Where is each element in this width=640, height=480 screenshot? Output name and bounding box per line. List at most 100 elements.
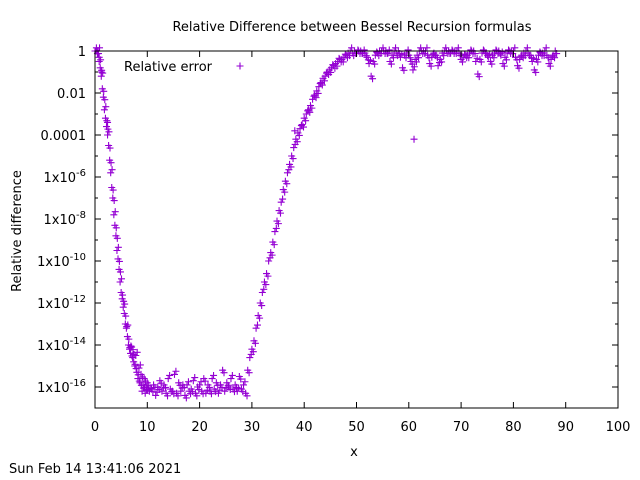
data-point <box>262 281 270 289</box>
data-point <box>237 375 245 383</box>
y-axis-label: Relative difference <box>10 170 25 292</box>
x-tick-label: 100 <box>606 420 631 435</box>
data-point <box>106 144 114 152</box>
data-point-outlier <box>104 118 112 126</box>
x-tick-label: 90 <box>557 420 574 435</box>
data-point <box>389 54 397 62</box>
data-point <box>440 52 448 60</box>
data-point <box>309 95 317 103</box>
data-point <box>214 389 222 397</box>
data-point <box>318 81 326 89</box>
data-point <box>111 208 119 216</box>
data-point <box>116 268 124 276</box>
chart-title: Relative Difference between Bessel Recur… <box>172 20 531 35</box>
data-point <box>360 46 368 54</box>
data-point <box>434 62 442 70</box>
data-point <box>497 51 505 59</box>
data-point <box>113 247 121 254</box>
data-point <box>264 272 272 280</box>
data-point <box>406 54 414 62</box>
data-point <box>104 131 112 139</box>
y-tick-label: 1x10-16 <box>37 378 86 396</box>
data-point <box>290 144 298 152</box>
y-tick-label: 1x10-6 <box>44 168 87 186</box>
data-point <box>136 361 144 369</box>
data-point <box>321 72 329 80</box>
data-point <box>115 257 123 265</box>
data-point <box>459 58 466 66</box>
data-point <box>166 371 174 379</box>
data-point <box>107 159 115 167</box>
data-point <box>454 44 462 52</box>
data-point <box>174 392 182 400</box>
data-point <box>124 321 132 329</box>
data-point <box>293 138 301 146</box>
data-point <box>109 186 117 194</box>
y-tick-label: 1x10-10 <box>37 252 86 270</box>
data-point <box>546 62 554 70</box>
data-point <box>122 324 130 332</box>
data-point <box>241 378 249 386</box>
data-point <box>125 335 133 343</box>
data-point <box>287 163 295 171</box>
data-point <box>161 383 169 391</box>
data-point <box>99 69 107 77</box>
plot-frame <box>94 50 619 409</box>
data-point <box>205 383 213 391</box>
x-tick-label: 60 <box>401 420 418 435</box>
data-point <box>312 94 320 102</box>
y-tick-label: 0.01 <box>57 87 86 102</box>
data-point <box>258 302 266 310</box>
legend: Relative error <box>124 60 244 75</box>
data-point-outlier <box>410 135 418 143</box>
data-point <box>210 371 218 379</box>
data-point <box>135 364 143 372</box>
data-point <box>177 387 185 395</box>
data-point <box>100 87 108 95</box>
x-ticks: 0 10 20 30 40 50 60 70 80 90 100 <box>91 51 631 435</box>
data-point <box>283 180 291 188</box>
data-point-outlier <box>95 58 103 65</box>
data-point <box>118 275 126 283</box>
data-point <box>103 117 111 125</box>
x-tick-label: 10 <box>139 420 156 435</box>
data-point <box>296 125 304 133</box>
data-point <box>369 75 377 83</box>
data-point <box>253 321 261 329</box>
data-point <box>196 381 204 389</box>
data-point <box>490 54 498 62</box>
data-point <box>409 66 417 74</box>
axes <box>94 50 619 409</box>
x-tick-label: 30 <box>244 420 261 435</box>
data-point <box>252 324 260 332</box>
data-point-outlier <box>291 127 299 135</box>
data-point <box>138 373 146 381</box>
data-point <box>306 108 314 116</box>
data-point <box>502 56 510 64</box>
x-tick-label: 50 <box>348 420 365 435</box>
x-tick-label: 40 <box>296 420 313 435</box>
data-point <box>404 46 412 54</box>
data-point <box>295 131 303 139</box>
data-point <box>114 243 122 251</box>
data-point <box>300 123 308 131</box>
data-point <box>523 44 531 52</box>
data-point <box>423 44 431 52</box>
data-point <box>189 377 197 385</box>
data-point <box>96 44 104 52</box>
x-tick-label: 80 <box>505 420 522 435</box>
data-point <box>220 369 228 377</box>
data-point <box>119 303 127 311</box>
data-point <box>265 257 273 265</box>
data-point <box>152 391 160 399</box>
data-point <box>516 55 524 63</box>
data-point <box>274 220 282 228</box>
data-point <box>129 346 137 354</box>
data-point <box>133 348 141 356</box>
data-point <box>362 52 370 60</box>
data-point <box>542 44 550 52</box>
y-tick-label: 0.0001 <box>41 129 87 144</box>
data-point <box>122 312 130 320</box>
x-tick-label: 20 <box>191 420 208 435</box>
